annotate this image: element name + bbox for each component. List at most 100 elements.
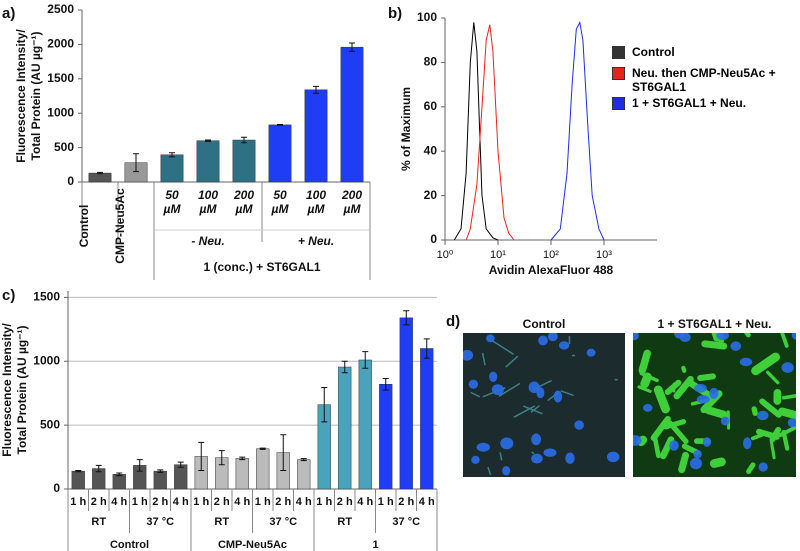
process: [531, 451, 535, 455]
condition-label: 37 °C: [269, 516, 297, 528]
cells: [463, 333, 620, 476]
x-tick-label: 4 h: [357, 496, 373, 508]
nucleus: [694, 383, 707, 393]
error-bar: [169, 152, 175, 158]
series-line: [550, 20, 605, 241]
x-tick-label: 4 h: [419, 496, 435, 508]
legend-swatch: [612, 67, 625, 80]
y-axis-label: Fluorescence Intensity/: [14, 29, 28, 163]
membrane: [640, 372, 652, 389]
membrane: [781, 394, 796, 400]
x-tick-label: 2 h: [91, 496, 107, 508]
bar: [160, 154, 184, 183]
y-tick-label: 0: [430, 232, 437, 246]
legend-label: Control: [632, 45, 675, 59]
bar: [196, 140, 220, 183]
error-bar: [136, 459, 143, 472]
nucleus: [643, 403, 653, 412]
nucleus: [781, 362, 794, 373]
error-bar: [75, 469, 82, 473]
y-tick-label: 80: [424, 55, 438, 69]
error-bar: [116, 472, 123, 477]
membrane: [781, 429, 790, 451]
error-bar: [403, 310, 410, 326]
membrane: [663, 419, 687, 430]
process: [513, 405, 536, 418]
membrane: [759, 398, 782, 418]
y-tick-label: 2000: [47, 37, 74, 51]
nucleus: [528, 381, 540, 394]
error-bar: [362, 351, 369, 369]
condition-label: 37 °C: [146, 516, 174, 528]
x-tick-label: Control: [77, 204, 91, 248]
nucleus: [463, 349, 474, 361]
micrograph: [463, 333, 625, 477]
membrane: [746, 462, 756, 474]
process: [470, 391, 481, 398]
panel-label: a): [2, 5, 15, 22]
nucleus: [547, 333, 558, 342]
nucleus: [633, 333, 639, 341]
x-tick-label: 1 h: [378, 496, 394, 508]
error-bar: [280, 434, 287, 471]
nucleus: [491, 384, 504, 396]
group-label: Control: [110, 539, 149, 551]
y-tick-label: 0: [67, 174, 74, 188]
bar: [153, 470, 167, 490]
error-bar: [97, 171, 103, 175]
membrane: [766, 370, 780, 385]
y-tick-label: 2500: [47, 2, 74, 16]
membrane: [639, 371, 659, 383]
process: [481, 352, 486, 366]
nucleus: [471, 455, 480, 465]
membrane: [653, 385, 670, 414]
x-tick-label: 2 h: [275, 496, 291, 508]
x-tick-label: 10¹: [490, 249, 506, 261]
nucleus: [486, 334, 495, 343]
micrograph: [633, 333, 796, 477]
error-bar: [423, 338, 430, 359]
cells: [633, 333, 796, 474]
nucleus: [689, 457, 703, 470]
nucleus: [538, 335, 548, 346]
membrane: [650, 415, 671, 442]
condition-label: RT: [214, 516, 229, 528]
nucleus: [489, 371, 498, 382]
nucleus: [531, 453, 543, 464]
x-tick-label: 2 h: [152, 496, 168, 508]
y-tick-label: 1000: [33, 353, 60, 367]
panel-label: b): [388, 5, 402, 22]
y-axis-label: Fluorescence Intensity/: [0, 323, 14, 457]
nucleus: [739, 357, 753, 367]
group-label: 1: [372, 539, 378, 551]
membrane: [701, 340, 728, 350]
y-tick-label: 1500: [33, 290, 60, 304]
y-tick-label: 40: [424, 143, 438, 157]
process: [491, 339, 514, 355]
nucleus: [730, 341, 742, 351]
y-tick-label: 500: [54, 140, 74, 154]
membrane: [697, 373, 716, 382]
error-bar: [177, 461, 184, 468]
y-tick-label: 60: [424, 99, 438, 113]
membrane: [769, 426, 782, 443]
x-tick-label: 1 h: [193, 496, 209, 508]
error-bar: [157, 469, 164, 473]
x-tick-label: 10⁰: [437, 249, 454, 261]
nucleus: [791, 333, 796, 340]
error-bar: [95, 464, 102, 473]
legend-label: Neu. then CMP-Neu5Ac + ST6GAL1: [632, 66, 776, 94]
x-tick-label: 10²: [543, 249, 559, 261]
process: [560, 390, 574, 397]
x-tick-label: 200 µM: [233, 188, 255, 216]
nucleus: [606, 451, 620, 463]
error-bar: [239, 456, 246, 461]
membrane: [750, 433, 764, 441]
micrograph-bg: [463, 333, 625, 477]
nucleus: [787, 418, 796, 428]
error-bar: [241, 136, 247, 144]
group-label: 1 (conc.) + ST6GAL1: [203, 260, 320, 274]
error-bar: [259, 447, 266, 450]
panel-label: c): [2, 287, 15, 304]
